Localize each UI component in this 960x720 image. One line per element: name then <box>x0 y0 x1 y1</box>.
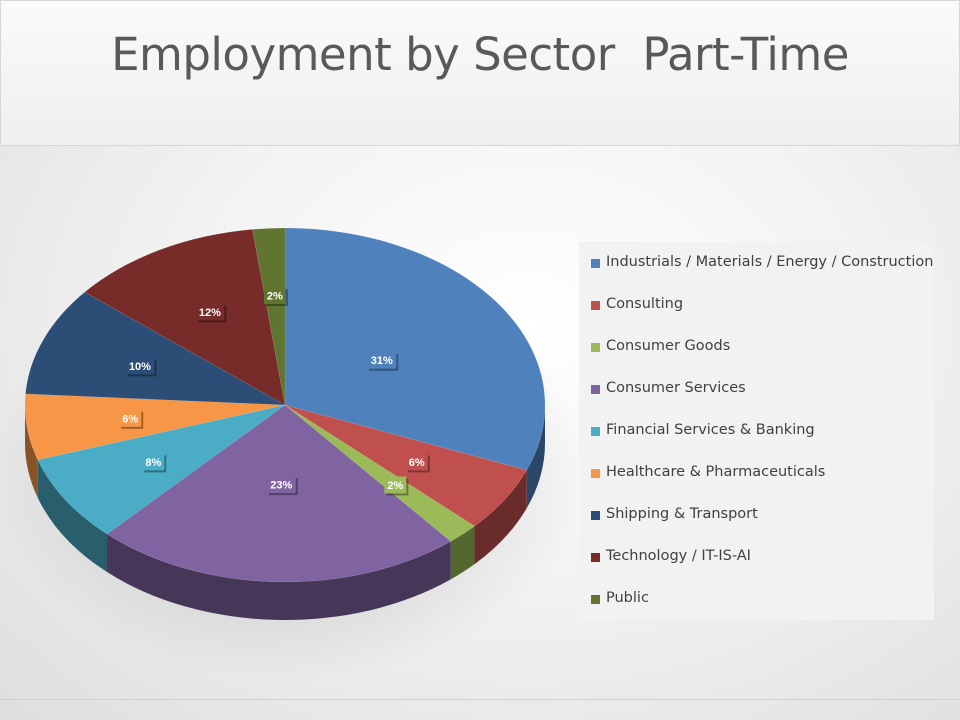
legend-item-consulting: Consulting <box>579 296 934 338</box>
legend-item-shipping-transport: Shipping & Transport <box>579 506 934 548</box>
pie-slice-public <box>252 227 286 406</box>
legend-label: Industrials / Materials / Energy / Const… <box>606 254 934 270</box>
legend-item-public: Public <box>579 590 934 632</box>
data-label-technology-it-is-ai: 12% <box>195 303 227 323</box>
legend-item-consumer-services: Consumer Services <box>579 380 934 422</box>
legend-item-healthcare-pharmaceuticals: Healthcare & Pharmaceuticals <box>579 464 934 506</box>
pie-side-consulting <box>474 470 527 565</box>
legend-swatch <box>591 385 600 394</box>
data-label-shipping-transport: 10% <box>125 357 157 377</box>
pie-top <box>24 227 546 583</box>
pie-side-industrials-materials-energy-construction <box>526 405 545 509</box>
legend-swatch <box>591 595 600 604</box>
title-band <box>0 0 960 146</box>
legend-item-consumer-goods: Consumer Goods <box>579 338 934 380</box>
legend-item-financial-services-banking: Financial Services & Banking <box>579 422 934 464</box>
data-label-text: 12% <box>199 307 221 319</box>
data-label-text: 8% <box>145 457 161 469</box>
legend-swatch <box>591 343 600 352</box>
chart-title: Employment by Sector Part-Time <box>111 28 849 81</box>
footer-divider <box>0 699 960 700</box>
legend-item-technology-it-is-ai: Technology / IT-IS-AI <box>579 548 934 590</box>
data-label-public: 2% <box>263 286 288 306</box>
data-label-text: 23% <box>270 480 292 492</box>
legend-label: Consulting <box>606 296 684 312</box>
data-label-financial-services-banking: 8% <box>142 453 167 473</box>
legend-swatch <box>591 301 600 310</box>
data-label-text: 10% <box>129 361 151 373</box>
pie-side-consumer-services <box>107 534 451 620</box>
pie-sides <box>25 405 545 620</box>
legend-label: Public <box>606 590 649 606</box>
legend-swatch <box>591 469 600 478</box>
data-label-consulting: 6% <box>405 453 430 473</box>
legend-swatch <box>591 553 600 562</box>
legend-swatch <box>591 511 600 520</box>
legend-item-industrials-materials-energy-construction: Industrials / Materials / Energy / Const… <box>579 254 934 296</box>
pie-slice-consumer-services <box>106 404 452 583</box>
pie-slice-consumer-goods <box>284 404 475 542</box>
pie-slice-industrials-materials-energy-construction <box>284 227 546 471</box>
pie-slice-healthcare-pharmaceuticals <box>24 393 286 460</box>
data-label-text: 2% <box>387 480 403 492</box>
data-label-consumer-services: 23% <box>266 476 298 496</box>
legend-label: Consumer Goods <box>606 338 731 354</box>
legend-label: Healthcare & Pharmaceuticals <box>606 464 826 480</box>
pie-data-labels: 31% 6% 2% 23% 8% 6% 10% 12% 2% <box>119 286 430 496</box>
data-label-text: 2% <box>267 290 283 302</box>
legend-swatch <box>591 259 600 268</box>
data-label-text: 31% <box>371 355 393 367</box>
pie-slice-technology-it-is-ai <box>84 229 286 406</box>
data-label-consumer-goods: 2% <box>384 476 409 496</box>
pie-side-consumer-goods <box>450 526 475 580</box>
data-label-text: 6% <box>409 457 425 469</box>
chart-legend: Industrials / Materials / Energy / Const… <box>579 242 934 620</box>
legend-label: Technology / IT-IS-AI <box>606 548 751 564</box>
pie-slice-shipping-transport <box>25 291 286 406</box>
pie-side-healthcare-pharmaceuticals <box>25 405 38 498</box>
data-label-healthcare-pharmaceuticals: 6% <box>119 409 144 429</box>
data-label-text: 6% <box>122 413 138 425</box>
legend-label: Financial Services & Banking <box>606 422 815 438</box>
legend-label: Consumer Services <box>606 380 746 396</box>
legend-label: Shipping & Transport <box>606 506 758 522</box>
pie-side-financial-services-banking <box>37 459 108 573</box>
data-label-industrials-materials-energy-construction: 31% <box>367 351 399 371</box>
legend-swatch <box>591 427 600 436</box>
